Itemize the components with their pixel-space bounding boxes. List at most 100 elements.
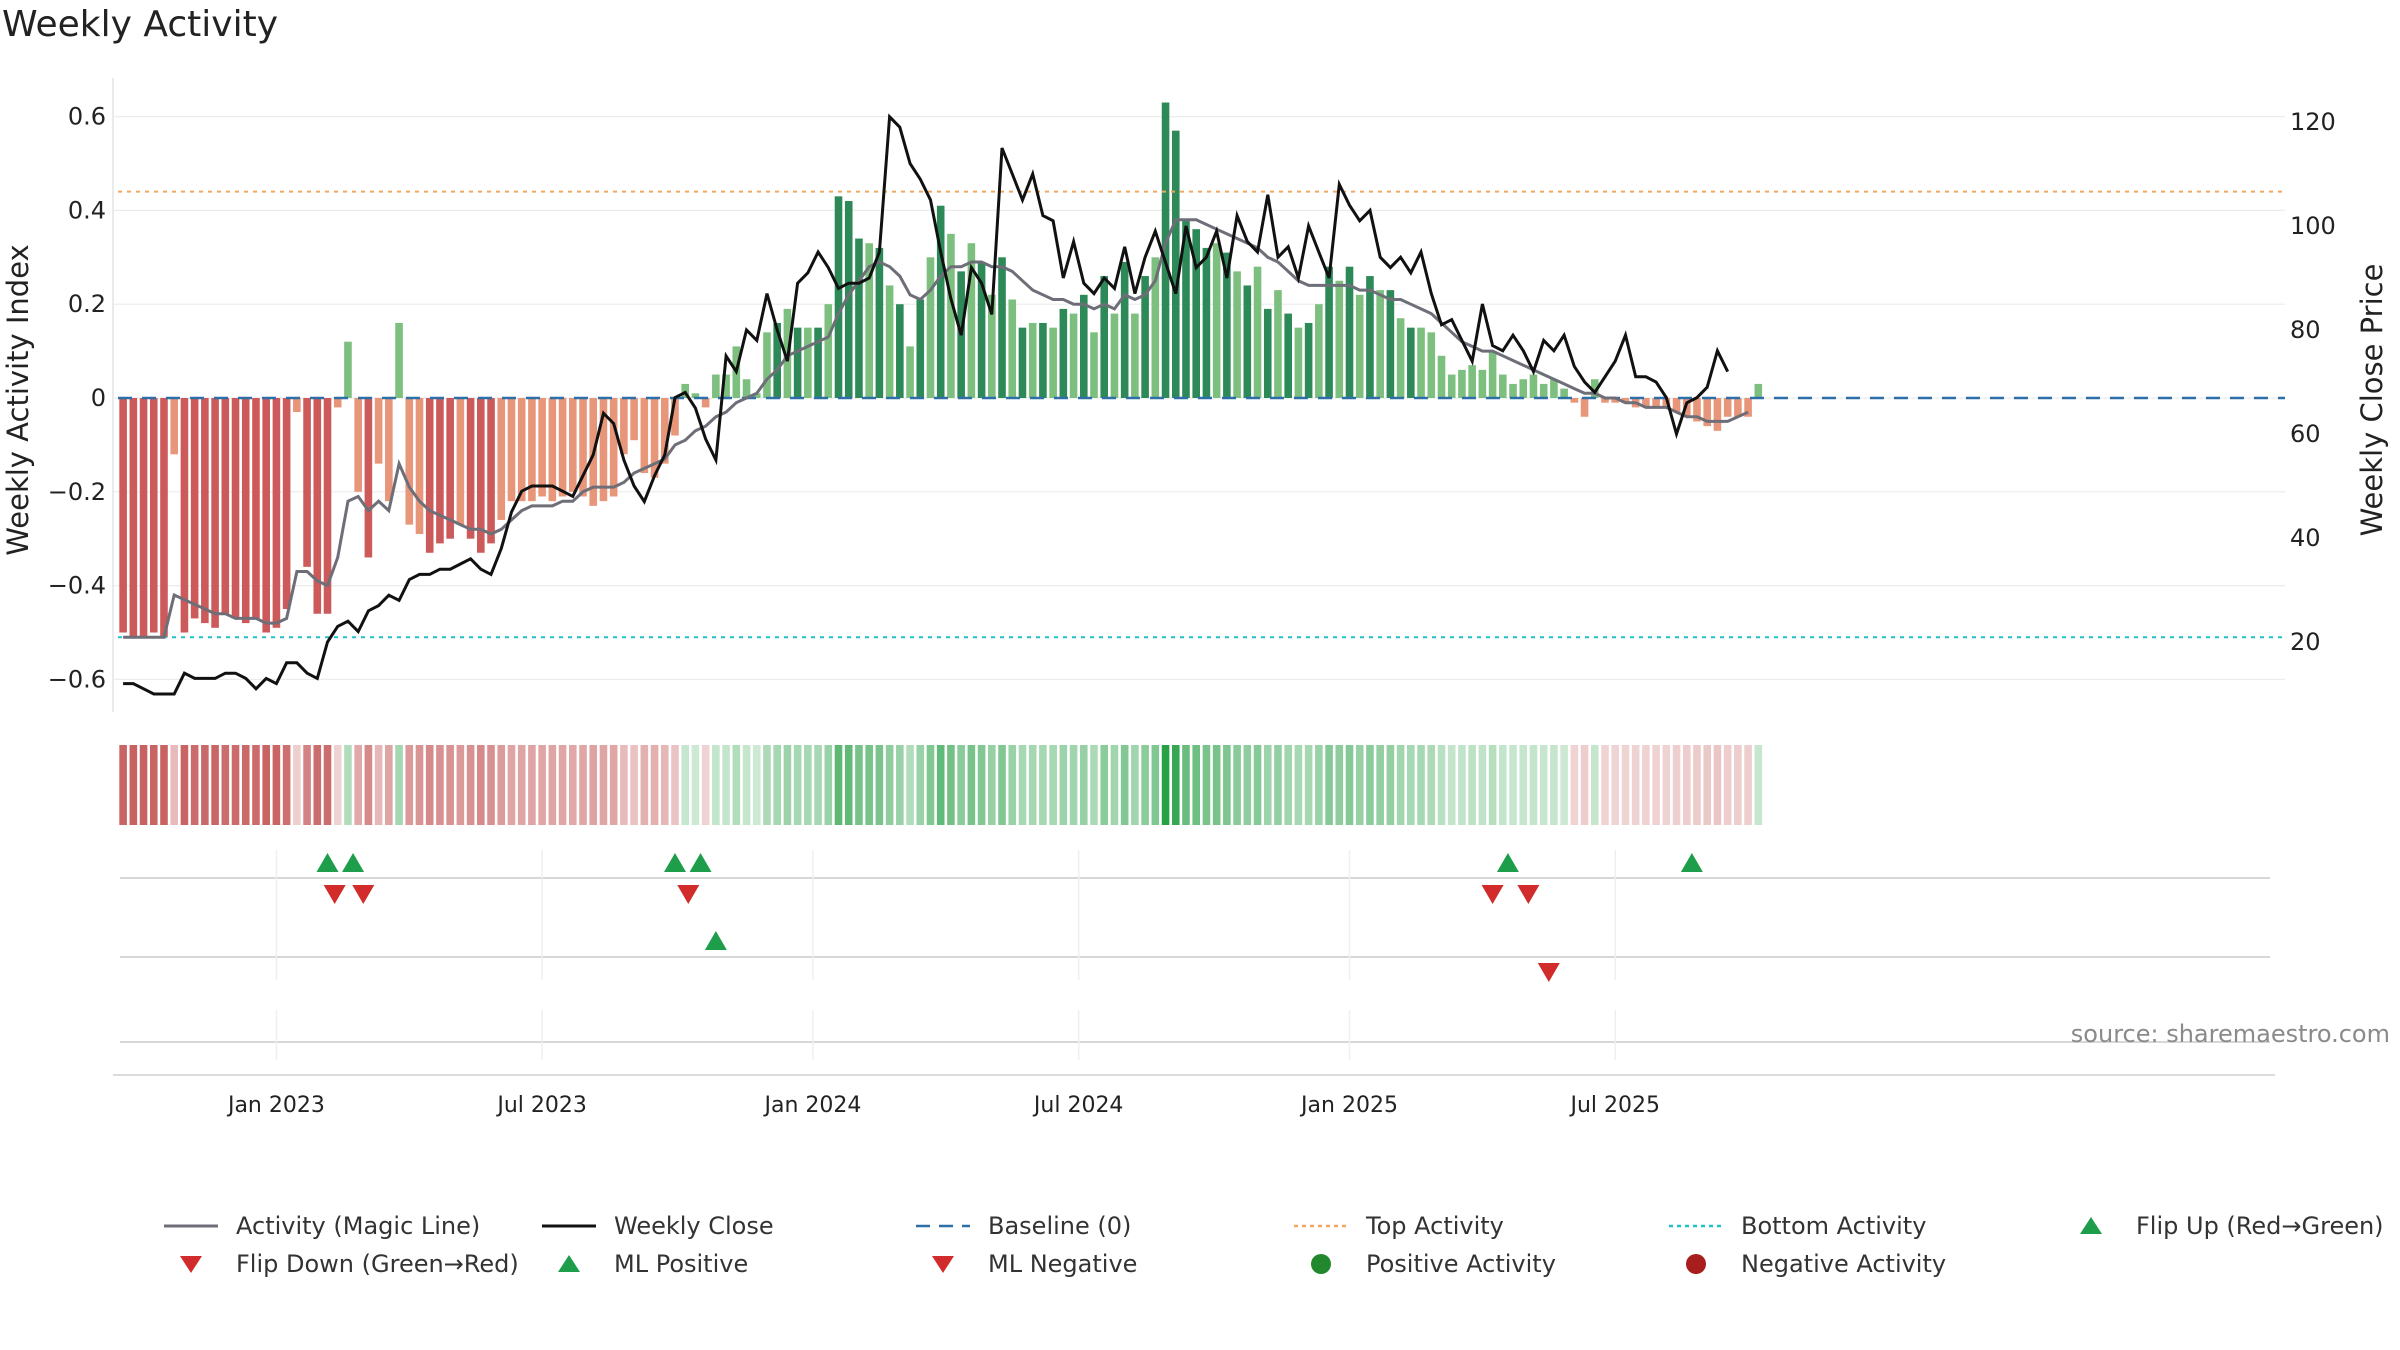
activity-bar [609,398,618,497]
activity-bar [1192,229,1201,398]
heat-cell [671,745,679,825]
heat-cell [1151,745,1160,825]
activity-bar [1233,271,1241,398]
activity-bar [998,257,1006,398]
activity-bar [1345,266,1354,398]
heat-cell [1631,745,1640,825]
legend-item: Flip Down (Green→Red) [160,1246,519,1282]
activity-bar [1386,290,1395,398]
heat-cell [926,745,935,825]
weekly-close-series [123,113,1730,696]
heat-cell [303,745,311,825]
heat-cell [936,745,945,825]
flip-up-marker [316,853,339,872]
heat-cell [1294,745,1303,825]
heat-cell [1376,745,1384,825]
legend-label: Weekly Close [614,1212,774,1240]
activity-bar [1355,294,1364,398]
lines-layer [118,113,2285,696]
heat-cell [1141,745,1149,825]
activity-bar [1396,318,1405,398]
activity-bar [405,398,414,525]
heat-cell [579,745,587,825]
activity-bar [1458,369,1466,398]
activity-bar [1652,398,1660,408]
activity-bar [1376,290,1384,398]
x-tick-label: Jul 2023 [495,1093,587,1118]
activity-bar [1529,374,1538,398]
heat-cell [1090,745,1098,825]
activity-bar [1499,374,1507,398]
activity-bar [752,393,761,398]
green-up-triangle-icon [2080,1217,2102,1234]
y-tick-left-label: 0.4 [68,196,106,224]
heat-cell [374,745,383,825]
heat-cell [528,745,536,825]
activity-bar [1427,332,1436,398]
heat-cell [333,745,342,825]
heat-cell [916,745,925,825]
heat-cell [1396,745,1405,825]
activity-bar [660,398,669,464]
heat-cell [272,745,281,825]
activity-bar [548,398,557,502]
ml-positive-marker [704,931,727,950]
activity-bar [722,374,730,398]
heat-cell [1468,745,1476,825]
activity-bar [773,322,781,398]
heat-cell [773,745,781,825]
legend-label: Activity (Magic Line) [236,1212,481,1240]
activity-bar [1621,398,1630,403]
activity-bar [1243,285,1252,398]
heat-cell [630,745,638,825]
y-tick-left-label: −0.4 [48,572,106,600]
heat-cell [119,745,127,825]
heat-cell [1499,745,1507,825]
legend-label: Baseline (0) [988,1212,1132,1240]
activity-bar [466,398,475,539]
activity-bars [119,102,1763,638]
heat-cell [1171,745,1180,825]
heat-cell [129,745,138,825]
heat-cell [1274,745,1282,825]
activity-bar [865,243,873,398]
heat-cell [896,745,904,825]
activity-bar [1059,308,1068,398]
activity-bar [139,398,148,638]
heat-cell [1345,745,1354,825]
activity-bar [804,327,812,398]
heat-cell [1621,745,1630,825]
heat-cell [1355,745,1364,825]
legend-item: Flip Up (Red→Green) [2060,1208,2384,1244]
heat-cell [1110,745,1119,825]
activity-bar [1151,257,1160,398]
flip-down-marker [1517,885,1540,904]
grid-layer [112,78,2285,712]
x-tick-label: Jul 2024 [1032,1093,1124,1118]
activity-bar [293,398,301,413]
solid-gray-line-icon [164,1224,218,1228]
activity-bar [1550,379,1558,398]
activity-bar [241,398,250,624]
activity-bar [1478,369,1487,398]
heat-cell [1304,745,1313,825]
activity-bar [436,398,444,544]
chart-title: Weekly Activity [2,4,279,45]
activity-bar [1488,351,1497,398]
activity-bar [221,398,230,614]
heat-cell [599,745,608,825]
legend-item: Top Activity [1290,1208,1504,1244]
heat-cell [1417,745,1425,825]
heat-cell [293,745,301,825]
heat-cell [1672,745,1681,825]
activity-bar [323,398,332,614]
heat-cell [1458,745,1466,825]
activity-bar [1560,388,1568,398]
heat-cell [844,745,853,825]
activity-bar [1284,313,1292,398]
heat-cell [282,745,291,825]
heat-cell [252,745,260,825]
heat-cell [180,745,189,825]
y-tick-right-label: 100 [2290,212,2336,240]
y-tick-right-label: 120 [2290,108,2336,136]
